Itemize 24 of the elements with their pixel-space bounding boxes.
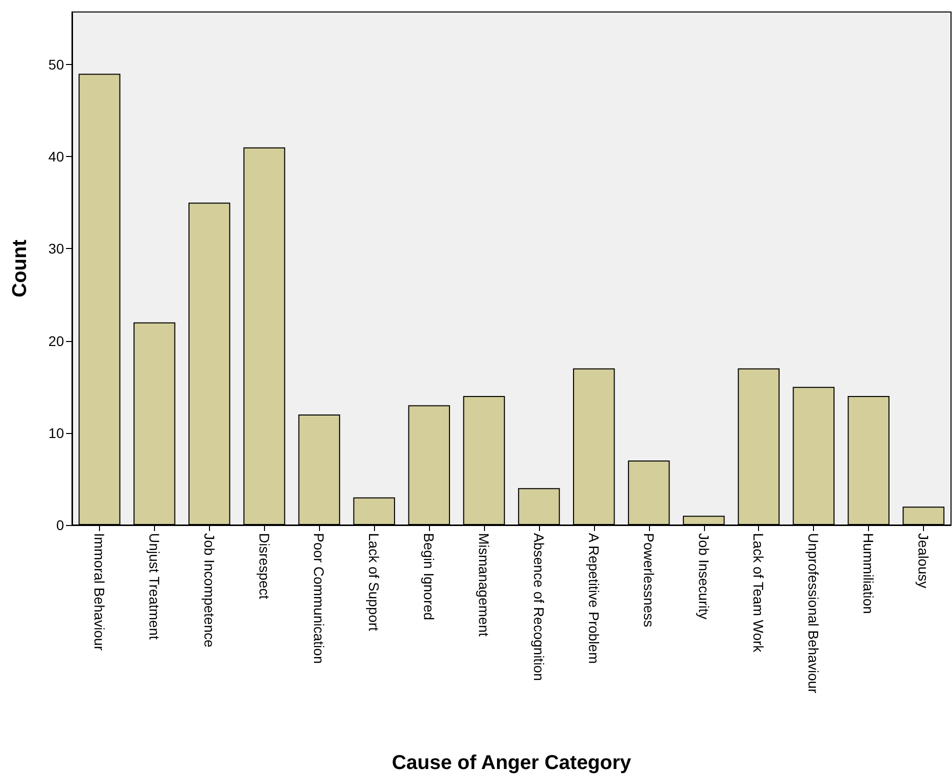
x-tick-label: Powerlessness — [640, 533, 657, 628]
x-tick-label: Jealousy — [916, 533, 932, 588]
x-tick-label: Unjust Treatment — [146, 533, 162, 640]
y-tick-label: 30 — [48, 240, 64, 257]
x-tick-label: Unprofessional Behaviour — [806, 533, 822, 694]
x-tick-label: Mismanagement — [476, 533, 492, 637]
y-tick-label: 50 — [48, 56, 64, 72]
y-tick-label: 10 — [48, 424, 64, 441]
x-tick-label: A Repetitive Problem — [586, 533, 602, 664]
y-tick-label: 0 — [56, 517, 64, 533]
x-tick-label: Hummiliation — [860, 533, 877, 614]
x-tick-label: Immoral Behaviour — [91, 533, 108, 651]
x-tick-label: Job Incompetence — [201, 533, 218, 648]
x-tick-label: Lack of Support — [366, 533, 382, 632]
x-tick-label: Begin Ignored — [421, 533, 438, 620]
x-tick-label: Job Insecurity — [696, 533, 712, 620]
y-tick-label: 20 — [48, 332, 64, 349]
x-tick-label: Poor Communication — [311, 533, 328, 664]
x-tick-label: Lack of Team Work — [750, 533, 767, 654]
x-tick-label: Absence of Recognition — [530, 533, 547, 681]
x-tick-label: Disrespect — [256, 533, 272, 600]
x-axis-title: Cause of Anger Category — [392, 752, 632, 774]
y-axis-title: Count — [9, 239, 31, 298]
y-tick-label: 40 — [48, 148, 64, 165]
